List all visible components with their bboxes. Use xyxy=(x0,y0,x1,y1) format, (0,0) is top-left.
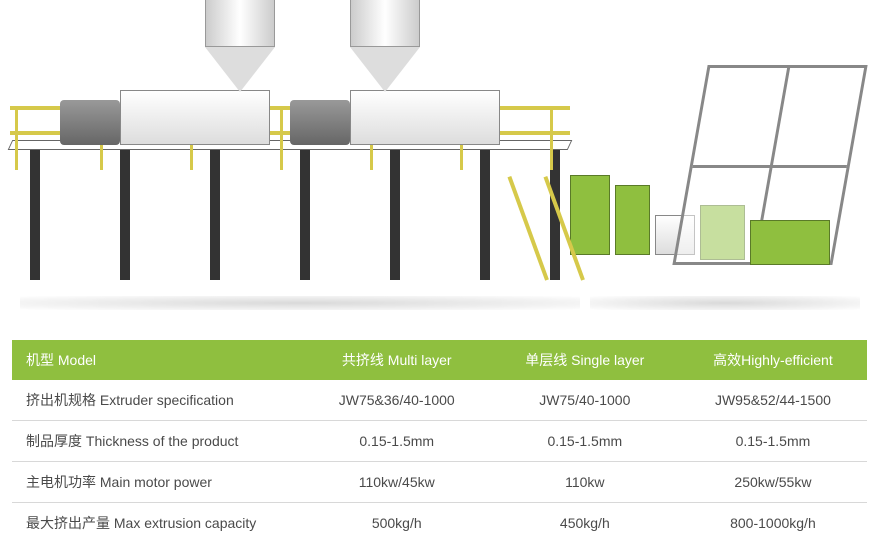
table-row: 最大挤出产量 Max extrusion capacity 500kg/h 45… xyxy=(12,503,867,543)
table-row: 挤出机规格 Extruder specification JW75&36/40-… xyxy=(12,380,867,421)
platform xyxy=(10,140,570,280)
row-value: 0.15-1.5mm xyxy=(303,421,491,462)
row-value: 110kw/45kw xyxy=(303,462,491,503)
row-value: 0.15-1.5mm xyxy=(491,421,679,462)
header-efficient: 高效Highly-efficient xyxy=(679,340,867,380)
winder-base xyxy=(750,220,830,265)
table-row: 制品厚度 Thickness of the product 0.15-1.5mm… xyxy=(12,421,867,462)
row-label: 制品厚度 Thickness of the product xyxy=(12,421,303,462)
stairs xyxy=(545,170,585,280)
row-value: 800-1000kg/h xyxy=(679,503,867,543)
row-label: 挤出机规格 Extruder specification xyxy=(12,380,303,421)
row-value: 250kw/55kw xyxy=(679,462,867,503)
table-row: 主电机功率 Main motor power 110kw/45kw 110kw … xyxy=(12,462,867,503)
row-value: 450kg/h xyxy=(491,503,679,543)
table-header-row: 机型 Model 共挤线 Multi layer 单层线 Single laye… xyxy=(12,340,867,380)
hopper-1 xyxy=(205,0,275,92)
row-label: 最大挤出产量 Max extrusion capacity xyxy=(12,503,303,543)
motor-1 xyxy=(60,100,120,145)
machine-line xyxy=(10,20,869,310)
header-model: 机型 Model xyxy=(12,340,303,380)
header-single: 单层线 Single layer xyxy=(491,340,679,380)
extruder-1 xyxy=(120,90,270,145)
spec-table: 机型 Model 共挤线 Multi layer 单层线 Single laye… xyxy=(12,340,867,543)
hopper-2 xyxy=(350,0,420,92)
row-value: JW75&36/40-1000 xyxy=(303,380,491,421)
header-multi: 共挤线 Multi layer xyxy=(303,340,491,380)
row-value: JW75/40-1000 xyxy=(491,380,679,421)
row-value: 0.15-1.5mm xyxy=(679,421,867,462)
row-value: JW95&52/44-1500 xyxy=(679,380,867,421)
row-value: 110kw xyxy=(491,462,679,503)
machinery-illustration xyxy=(0,0,879,330)
row-label: 主电机功率 Main motor power xyxy=(12,462,303,503)
extruder-2 xyxy=(350,90,500,145)
motor-2 xyxy=(290,100,350,145)
row-value: 500kg/h xyxy=(303,503,491,543)
